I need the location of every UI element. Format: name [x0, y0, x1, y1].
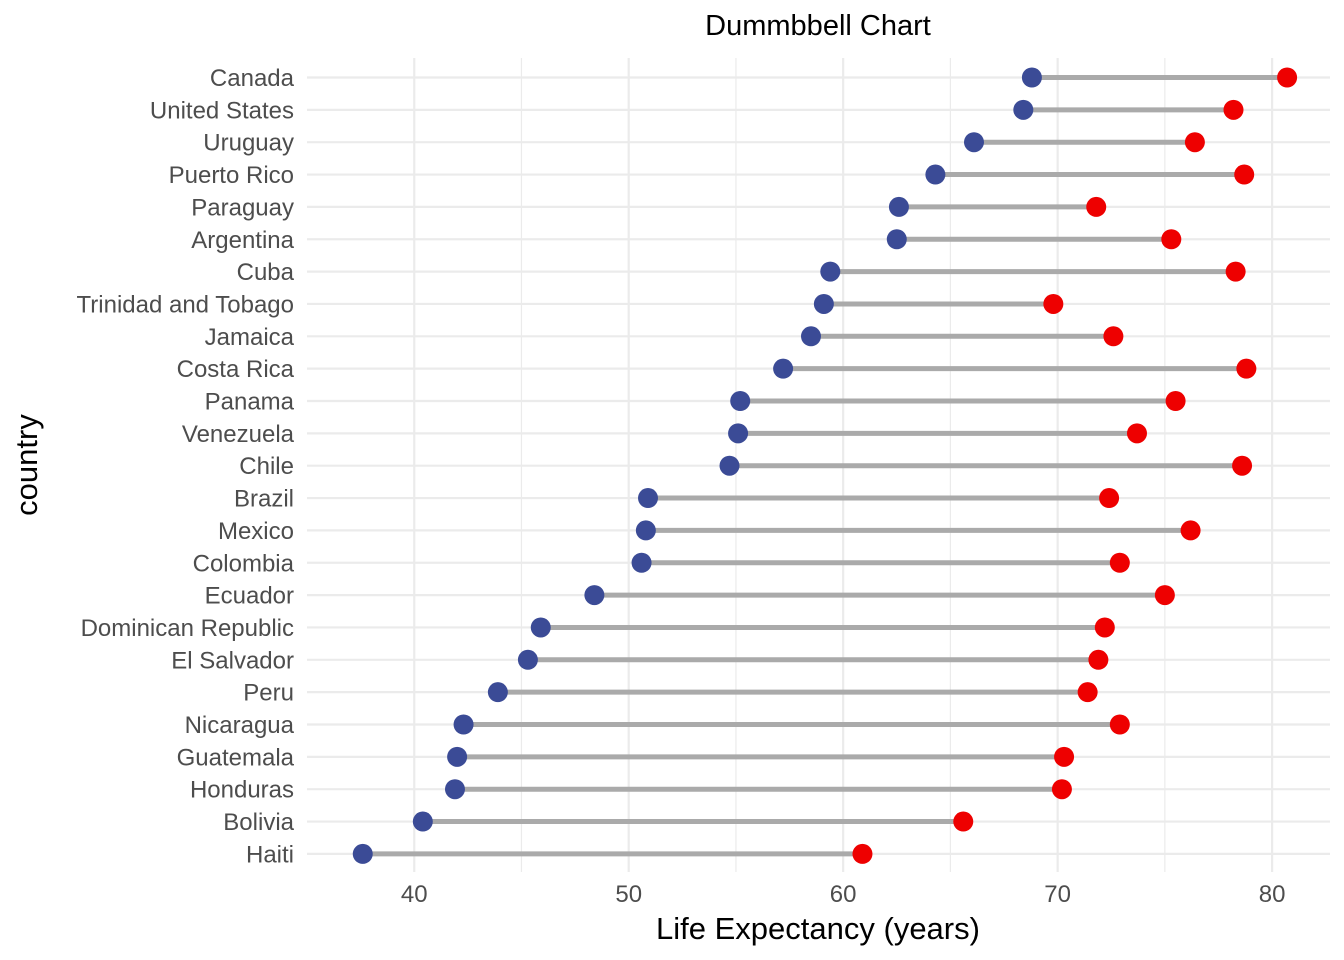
- y-tick-label: Argentina: [191, 227, 294, 254]
- end-point: [1043, 293, 1064, 314]
- segments: [362, 75, 1288, 857]
- y-tick-label: Costa Rica: [177, 356, 295, 383]
- y-tick-label: Guatemala: [177, 744, 295, 771]
- x-tick-labels: 40 50 60 70 80: [401, 881, 1286, 908]
- end-point: [1154, 585, 1175, 606]
- x-tick-label: 60: [830, 881, 857, 908]
- start-point: [728, 423, 749, 444]
- y-tick-label: Jamaica: [205, 324, 295, 351]
- start-point: [638, 488, 658, 509]
- start-point: [963, 132, 984, 153]
- end-point: [1086, 196, 1107, 217]
- start-point: [886, 229, 907, 250]
- end-point: [1099, 488, 1120, 509]
- y-tick-label: Brazil: [234, 486, 294, 513]
- end-point: [953, 811, 974, 832]
- end-point: [1088, 649, 1109, 670]
- end-point: [1077, 682, 1098, 703]
- y-tick-label: Mexico: [218, 518, 294, 545]
- y-tick-label: El Salvador: [171, 647, 294, 674]
- y-tick-label: Uruguay: [203, 130, 294, 157]
- points: [352, 67, 1298, 864]
- end-point: [1223, 99, 1244, 120]
- y-tick-label: Paraguay: [191, 194, 294, 221]
- end-point: [1094, 617, 1115, 638]
- start-point: [1013, 99, 1034, 120]
- start-point: [631, 552, 652, 573]
- y-tick-label: Honduras: [190, 777, 294, 804]
- start-point: [820, 261, 841, 282]
- end-point: [1232, 455, 1253, 476]
- y-tick-label: Dominican Republic: [81, 615, 294, 642]
- start-point: [1021, 67, 1042, 88]
- end-point: [1165, 391, 1186, 411]
- end-point: [1103, 326, 1124, 347]
- x-tick-label: 40: [401, 881, 428, 908]
- x-axis-title: Life Expectancy (years): [656, 911, 980, 946]
- start-point: [487, 682, 508, 703]
- start-point: [888, 196, 909, 217]
- y-tick-label: Peru: [243, 680, 294, 707]
- end-point: [1109, 714, 1130, 735]
- y-axis-title: country: [9, 414, 44, 516]
- y-tick-label: Haiti: [246, 841, 294, 868]
- end-point: [1277, 67, 1298, 88]
- start-point: [730, 391, 751, 411]
- y-tick-label: Panama: [205, 389, 295, 416]
- start-point: [813, 293, 834, 314]
- end-point: [1161, 229, 1182, 250]
- start-point: [773, 358, 794, 379]
- y-tick-label: Colombia: [193, 550, 295, 577]
- chart-title: Dummbbell Chart: [705, 10, 931, 42]
- x-tick-label: 70: [1044, 881, 1071, 908]
- end-point: [1225, 261, 1246, 282]
- end-point: [1126, 423, 1147, 444]
- y-tick-label: Canada: [210, 65, 295, 92]
- start-point: [412, 811, 433, 832]
- start-point: [800, 326, 821, 347]
- end-point: [1184, 132, 1205, 153]
- x-tick-label: 50: [615, 881, 642, 908]
- start-point: [925, 164, 946, 185]
- start-point: [453, 714, 474, 735]
- start-point: [584, 585, 605, 606]
- end-point: [1180, 520, 1201, 541]
- x-tick-label: 80: [1259, 881, 1286, 908]
- end-point: [1051, 779, 1072, 800]
- y-tick-label: Trinidad and Tobago: [77, 291, 295, 318]
- y-tick-label: Ecuador: [205, 583, 294, 610]
- y-tick-label: Cuba: [237, 259, 295, 286]
- y-tick-label: Venezuela: [182, 421, 295, 448]
- end-point: [1109, 552, 1130, 573]
- y-tick-label: United States: [150, 97, 294, 124]
- start-point: [517, 649, 538, 670]
- end-point: [1236, 358, 1257, 379]
- end-point: [1234, 164, 1255, 185]
- end-point: [852, 843, 873, 864]
- start-point: [447, 746, 468, 767]
- start-point: [444, 779, 465, 800]
- y-tick-label: Bolivia: [223, 809, 294, 836]
- y-tick-label: Chile: [239, 453, 294, 480]
- y-tick-label: Puerto Rico: [169, 162, 294, 189]
- start-point: [635, 520, 656, 541]
- y-tick-label: Nicaragua: [185, 712, 295, 739]
- start-point: [352, 843, 373, 864]
- start-point: [719, 455, 740, 476]
- start-point: [530, 617, 551, 638]
- y-tick-labels: Canada United States Uruguay Puerto Rico Par…: [77, 65, 295, 868]
- end-point: [1054, 746, 1075, 767]
